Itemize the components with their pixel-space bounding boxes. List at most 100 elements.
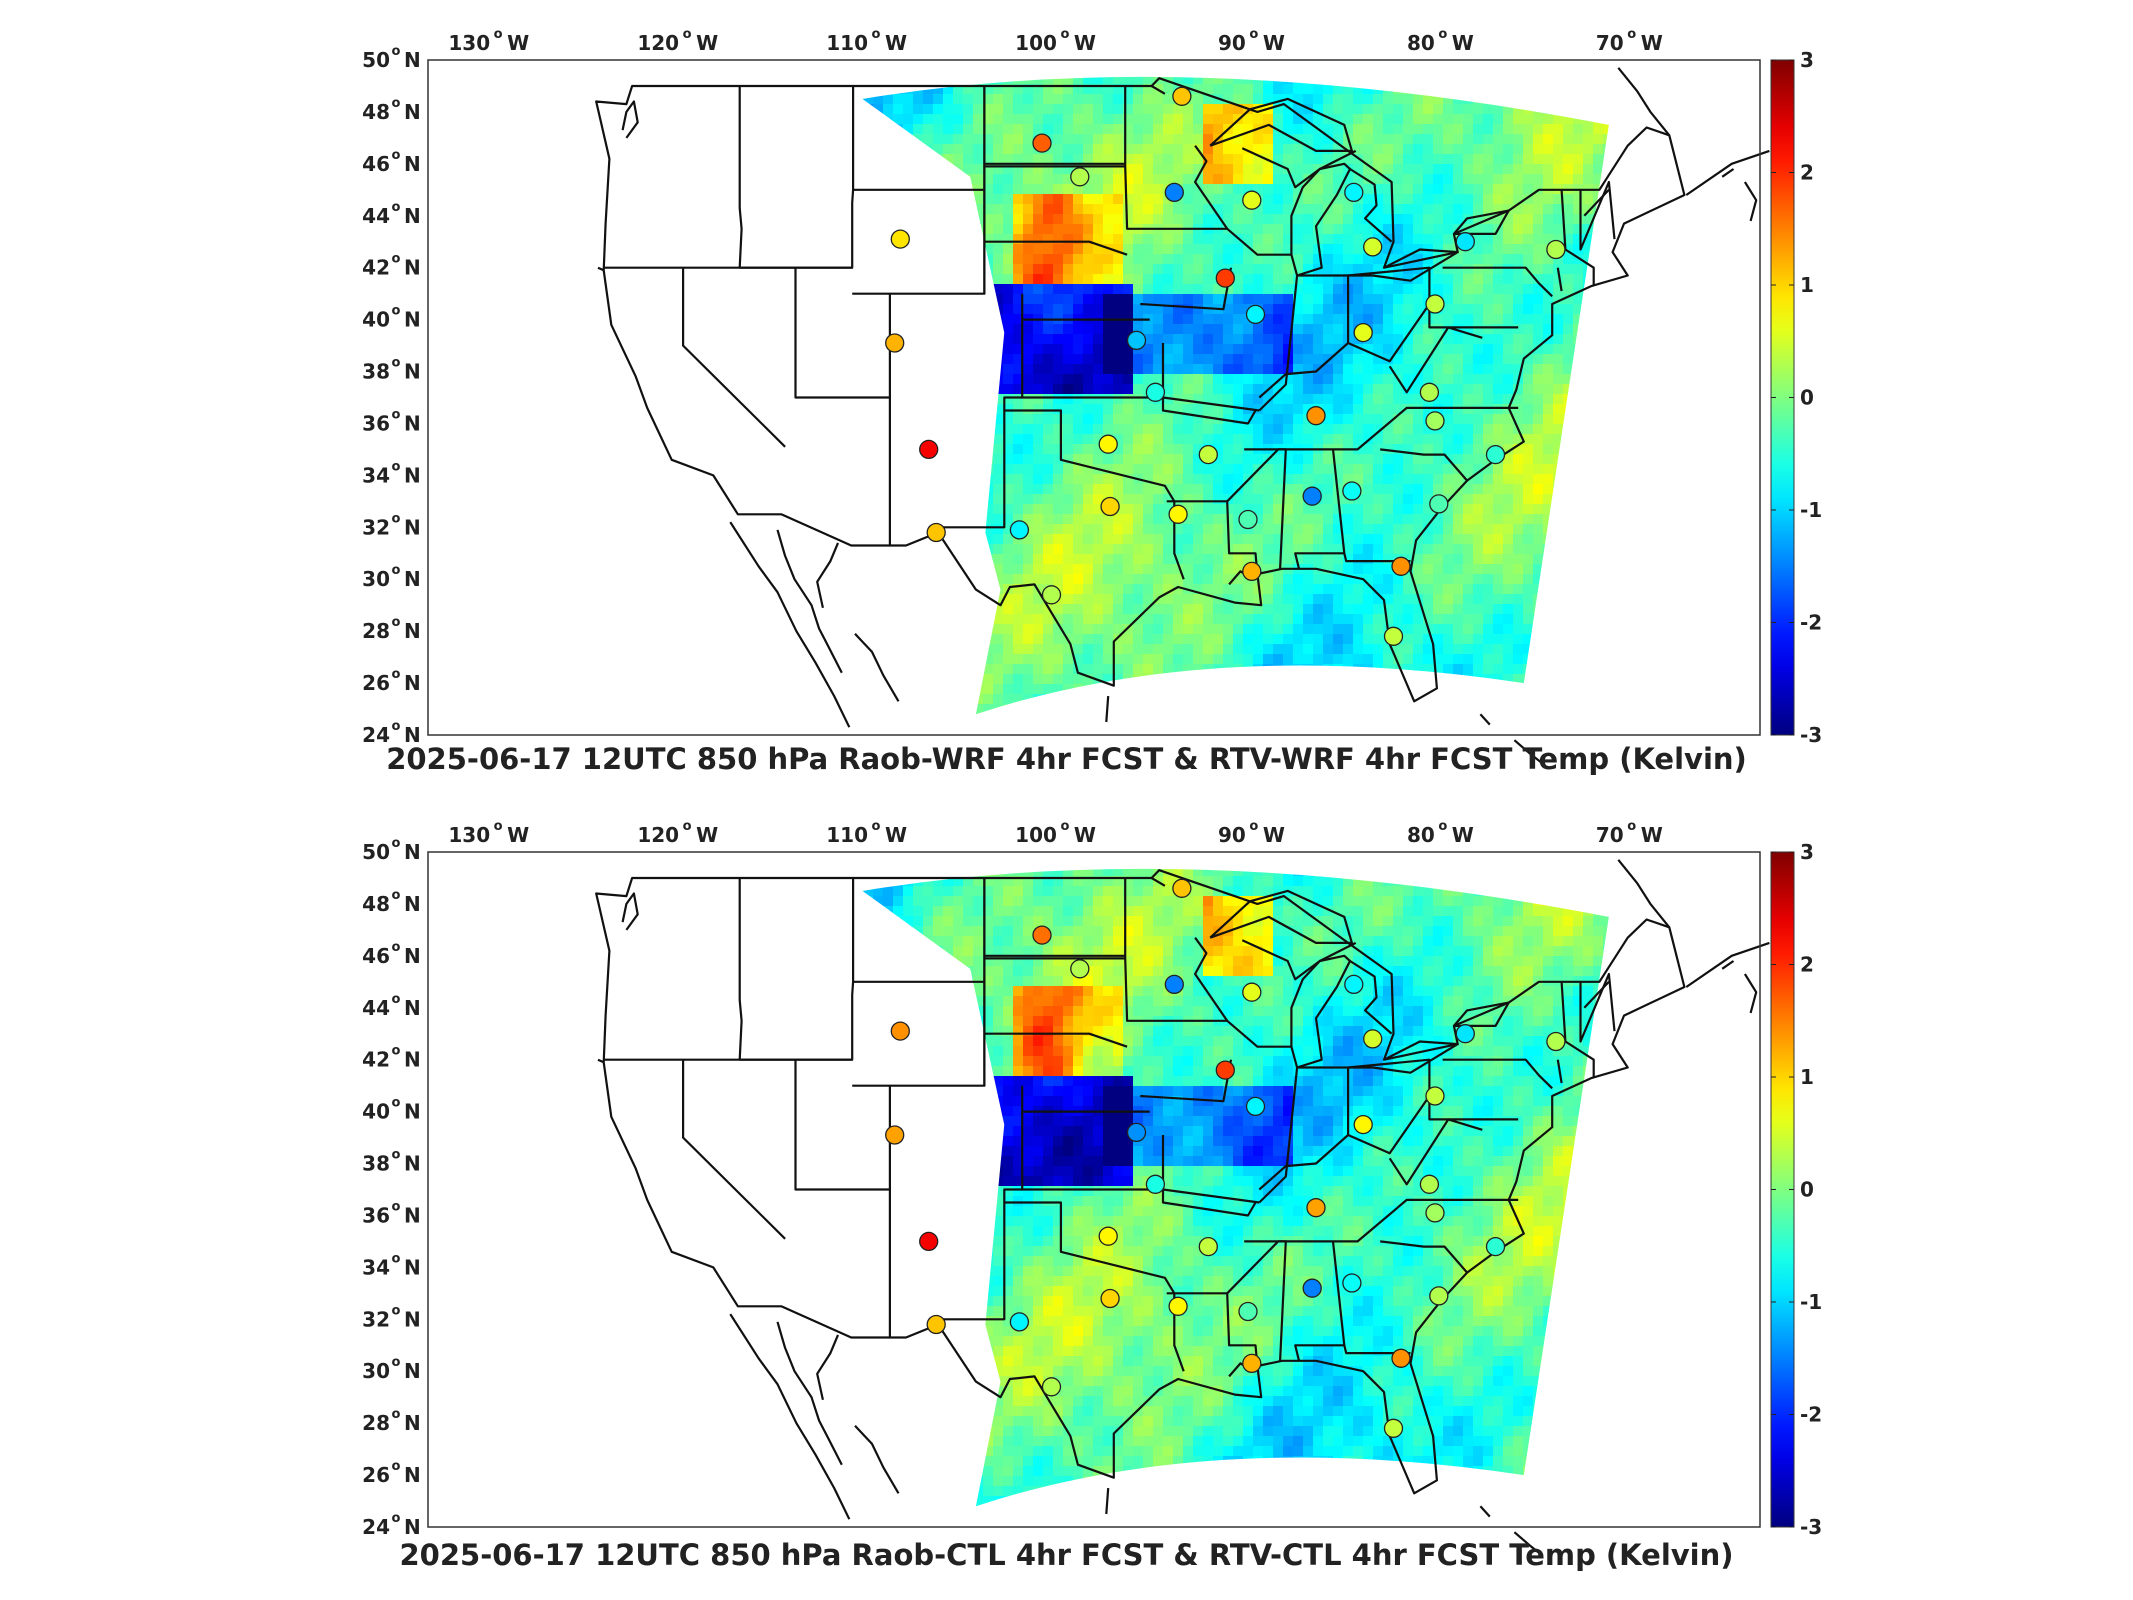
field-cell bbox=[1183, 144, 1193, 154]
field-cell bbox=[1453, 184, 1463, 194]
field-cell bbox=[1083, 234, 1093, 244]
field-cell bbox=[1363, 564, 1373, 574]
field-cell bbox=[1013, 464, 1023, 474]
field-cell bbox=[1003, 594, 1013, 604]
field-cell bbox=[1523, 194, 1533, 204]
field-cell bbox=[1493, 324, 1503, 334]
field-cell bbox=[983, 114, 993, 124]
field-cell bbox=[1353, 464, 1363, 474]
field-cell bbox=[1113, 304, 1123, 314]
field-cell bbox=[1493, 184, 1503, 194]
field-cell bbox=[1373, 494, 1383, 504]
field-cell bbox=[1373, 614, 1383, 624]
field-cell bbox=[1063, 444, 1073, 454]
field-cell bbox=[1083, 134, 1093, 144]
field-cell bbox=[1003, 624, 1013, 634]
field-cell bbox=[1223, 594, 1233, 604]
field-cell bbox=[1393, 574, 1403, 584]
field-cell bbox=[1473, 474, 1483, 484]
field-cell bbox=[1543, 114, 1553, 124]
field-cell bbox=[1373, 604, 1383, 614]
field-cell bbox=[1203, 204, 1213, 214]
field-cell bbox=[1543, 284, 1553, 294]
field-cell bbox=[1563, 194, 1573, 204]
field-cell bbox=[1473, 104, 1483, 114]
field-cell bbox=[1523, 254, 1533, 264]
field-cell bbox=[1003, 314, 1013, 324]
field-cell bbox=[1313, 554, 1323, 564]
field-cell bbox=[933, 104, 943, 114]
field-cell bbox=[1193, 324, 1203, 334]
field-cell bbox=[1313, 614, 1323, 624]
field-cell bbox=[1473, 324, 1483, 334]
field-cell bbox=[1293, 374, 1303, 384]
field-cell bbox=[1313, 654, 1323, 664]
field-cell bbox=[1283, 154, 1293, 164]
field-cell bbox=[1283, 134, 1293, 144]
field-cell bbox=[983, 224, 993, 234]
field-cell bbox=[1153, 34, 1163, 44]
field-cell bbox=[1063, 424, 1073, 434]
field-cell bbox=[1293, 634, 1303, 644]
field-cell bbox=[1103, 224, 1113, 234]
field-cell bbox=[1123, 164, 1133, 174]
field-cell bbox=[1503, 414, 1513, 424]
field-cell bbox=[862, 94, 863, 104]
field-cell bbox=[1353, 144, 1363, 154]
field-cell bbox=[1443, 364, 1453, 374]
field-cell bbox=[1333, 224, 1343, 234]
field-cell bbox=[1303, 374, 1313, 384]
field-cell bbox=[1233, 184, 1243, 194]
field-cell bbox=[1103, 414, 1113, 424]
field-cell bbox=[1063, 324, 1073, 334]
field-cell bbox=[1083, 574, 1093, 584]
field-cell bbox=[1213, 474, 1223, 484]
field-cell bbox=[1083, 184, 1093, 194]
field-cell bbox=[1273, 224, 1283, 234]
field-cell bbox=[1053, 234, 1063, 244]
field-cell bbox=[1003, 404, 1013, 414]
field-cell bbox=[1333, 654, 1343, 664]
field-cell bbox=[1313, 284, 1323, 294]
field-cell bbox=[1353, 274, 1363, 284]
field-cell bbox=[1043, 544, 1053, 554]
field-cell bbox=[1123, 284, 1133, 294]
field-cell bbox=[1513, 254, 1523, 264]
field-cell bbox=[1163, 344, 1173, 354]
field-cell bbox=[1453, 584, 1463, 594]
field-cell bbox=[1103, 394, 1113, 404]
field-cell bbox=[1443, 524, 1453, 534]
field-cell bbox=[1153, 634, 1163, 644]
field-cell bbox=[1173, 144, 1183, 154]
field-cell bbox=[1353, 634, 1363, 644]
field-cell bbox=[1153, 204, 1163, 214]
field-cell bbox=[983, 194, 993, 204]
field-cell bbox=[1043, 294, 1053, 304]
field-cell bbox=[1083, 224, 1093, 234]
field-cell bbox=[1193, 314, 1203, 324]
field-cell bbox=[1313, 374, 1323, 384]
field-cell bbox=[1213, 384, 1223, 394]
field-cell bbox=[1013, 254, 1023, 264]
field-cell bbox=[1223, 314, 1233, 324]
field-cell bbox=[1123, 424, 1133, 434]
field-cell bbox=[1053, 664, 1063, 674]
field-cell bbox=[1393, 244, 1403, 254]
field-cell bbox=[1343, 214, 1353, 224]
field-cell bbox=[1183, 76, 1193, 84]
field-cell bbox=[973, 164, 983, 174]
field-cell bbox=[1503, 104, 1513, 114]
field-cell bbox=[1423, 194, 1433, 204]
field-cell bbox=[1033, 564, 1043, 574]
field-cell bbox=[1193, 624, 1203, 634]
field-cell bbox=[1323, 104, 1333, 114]
field-cell bbox=[1173, 44, 1183, 54]
field-cell bbox=[1103, 34, 1113, 44]
field-cell bbox=[1283, 614, 1293, 624]
field-cell bbox=[1563, 214, 1573, 224]
field-cell bbox=[1523, 444, 1533, 454]
field-cell bbox=[1143, 114, 1153, 124]
field-cell bbox=[1053, 644, 1063, 654]
field-cell bbox=[1283, 414, 1293, 424]
field-cell bbox=[1403, 594, 1413, 604]
